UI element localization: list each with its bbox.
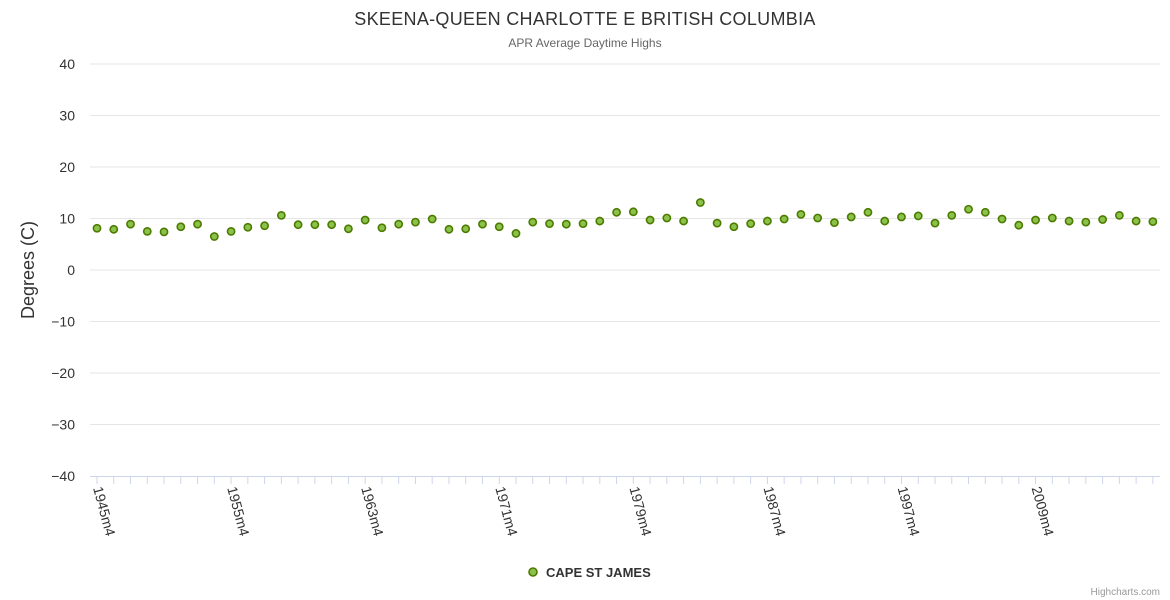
y-tick-label: −20 (51, 365, 75, 381)
data-point[interactable] (511, 229, 521, 238)
data-point[interactable] (478, 219, 487, 229)
x-tick-label: 1987m4 (761, 485, 790, 538)
data-point[interactable] (142, 226, 152, 236)
data-point[interactable] (578, 219, 588, 229)
y-tick-label: 0 (67, 262, 75, 278)
y-tick-label: −30 (51, 417, 75, 433)
data-point[interactable] (1047, 213, 1057, 223)
data-point[interactable] (109, 224, 119, 234)
data-point[interactable] (427, 214, 437, 224)
data-point[interactable] (763, 216, 772, 226)
data-point[interactable] (209, 232, 219, 241)
data-point[interactable] (176, 222, 186, 232)
data-point[interactable] (863, 207, 873, 217)
data-point[interactable] (1031, 215, 1040, 225)
legend-marker-icon (528, 567, 538, 577)
data-point[interactable] (1064, 216, 1074, 226)
data-point[interactable] (880, 216, 890, 226)
data-point[interactable] (729, 222, 739, 232)
x-tick-label: 1979m4 (626, 485, 655, 538)
data-point[interactable] (494, 222, 504, 232)
data-point[interactable] (779, 214, 789, 224)
x-tick-label: 1945m4 (90, 485, 119, 538)
data-point[interactable] (193, 219, 202, 229)
data-point[interactable] (1131, 216, 1141, 226)
x-tick-label: 2009m4 (1029, 485, 1058, 538)
data-point[interactable] (1114, 211, 1124, 220)
data-point[interactable] (679, 216, 688, 226)
data-point[interactable] (980, 207, 990, 217)
credits-link[interactable]: Highcharts.com (1091, 587, 1160, 598)
data-point[interactable] (628, 207, 638, 217)
y-axis-ticks: 40 30 20 10 0 −10 −20 −30 −40 (51, 56, 75, 484)
data-point[interactable] (964, 204, 973, 214)
data-point[interactable] (159, 227, 169, 237)
chart-subtitle: APR Average Daytime Highs (508, 36, 661, 50)
x-tick-label: 1963m4 (358, 485, 387, 538)
data-point[interactable] (377, 223, 387, 233)
y-tick-label: 20 (59, 159, 75, 175)
data-point[interactable] (461, 224, 471, 234)
data-point[interactable] (310, 220, 320, 230)
data-point[interactable] (846, 212, 856, 222)
data-point[interactable] (930, 218, 940, 228)
data-point[interactable] (561, 219, 571, 229)
data-point[interactable] (1081, 217, 1091, 227)
x-tick-label: 1955m4 (224, 485, 253, 538)
data-point[interactable] (394, 219, 404, 229)
x-tick-label: 1997m4 (895, 485, 924, 538)
data-point[interactable] (897, 212, 906, 222)
data-point[interactable] (796, 209, 806, 219)
data-point[interactable] (947, 211, 957, 220)
data-point[interactable] (746, 219, 756, 229)
series-points (92, 198, 1158, 241)
data-point[interactable] (528, 217, 538, 227)
grid (90, 63, 1160, 425)
data-point[interactable] (645, 215, 655, 225)
y-tick-label: −40 (51, 468, 75, 484)
data-point[interactable] (276, 211, 286, 220)
data-point[interactable] (830, 218, 839, 228)
data-point[interactable] (662, 213, 672, 223)
data-point[interactable] (1148, 217, 1158, 226)
data-point[interactable] (243, 222, 253, 232)
data-point[interactable] (360, 215, 370, 225)
data-point[interactable] (226, 226, 236, 236)
y-tick-label: 40 (59, 56, 75, 72)
x-tick-label: 1971m4 (492, 485, 521, 538)
data-point[interactable] (1014, 220, 1024, 230)
data-point[interactable] (260, 221, 269, 231)
data-point[interactable] (997, 214, 1007, 224)
y-tick-label: −10 (51, 314, 75, 330)
data-point[interactable] (444, 224, 454, 234)
data-point[interactable] (92, 223, 102, 233)
data-point[interactable] (813, 213, 823, 223)
data-point[interactable] (1098, 215, 1107, 224)
data-point[interactable] (595, 216, 605, 226)
x-axis: 1945m4 1955m4 1963m4 1971m4 1979m4 1987m4 1997… (90, 476, 1160, 538)
data-point[interactable] (293, 220, 303, 230)
chart-title: SKEENA-QUEEN CHARLOTTE E BRITISH COLUMBI… (354, 9, 815, 29)
y-axis-label: Degrees (C) (18, 221, 38, 319)
data-point[interactable] (712, 218, 722, 228)
data-point[interactable] (126, 219, 135, 229)
legend-item[interactable]: CAPE ST JAMES (528, 565, 651, 580)
data-point[interactable] (343, 224, 353, 234)
data-point[interactable] (913, 211, 923, 221)
y-tick-label: 30 (59, 108, 75, 124)
data-point[interactable] (545, 219, 554, 229)
data-point[interactable] (612, 207, 621, 217)
data-point[interactable] (411, 217, 420, 227)
legend-label: CAPE ST JAMES (546, 565, 651, 580)
data-point[interactable] (327, 220, 337, 230)
y-tick-label: 10 (59, 211, 75, 227)
data-point[interactable] (695, 198, 705, 207)
